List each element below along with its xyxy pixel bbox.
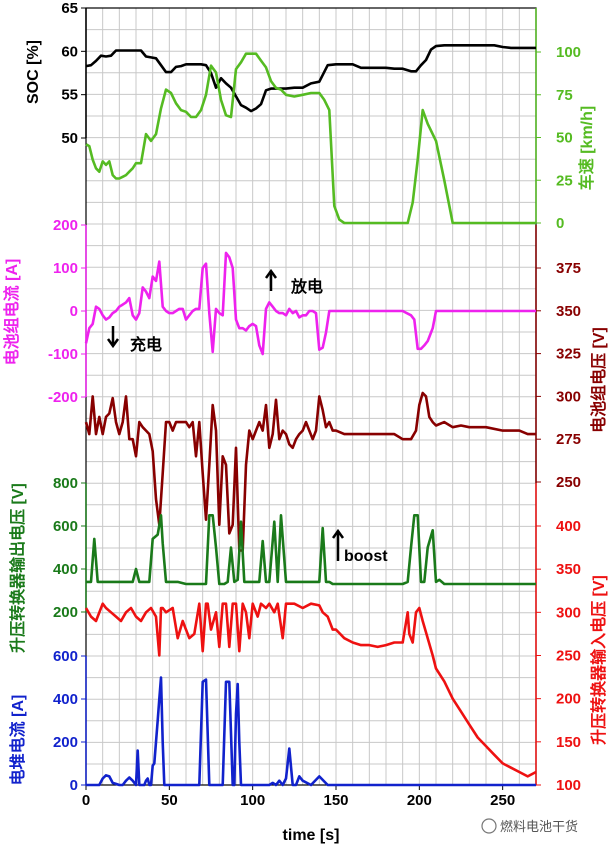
x-tick-label: 0	[82, 792, 90, 809]
charge-annotation: 充电	[106, 326, 162, 354]
right-tick-label: 325	[556, 346, 581, 363]
left-tick-label: 200	[53, 217, 78, 234]
left-tick-label: -100	[48, 346, 78, 363]
right-tick-label: 0	[556, 215, 564, 232]
x-tick-label: 100	[240, 792, 265, 809]
left-tick-label: 600	[53, 518, 78, 535]
x-tick-label: 200	[407, 792, 432, 809]
right-tick-label: 250	[556, 474, 581, 491]
series-lines	[84, 43, 537, 787]
soc-axis-label: SOC [%]	[25, 40, 42, 104]
right-tick-label: 100	[556, 44, 581, 61]
right-tick-label: 200	[556, 691, 581, 708]
right-tick-label: 100	[556, 777, 581, 794]
annotations: 放电 充电 boost	[106, 268, 388, 565]
watermark: 燃料电池干货	[481, 818, 578, 835]
down-arrow-icon	[106, 326, 120, 349]
right-tick-label: 300	[556, 604, 581, 621]
left-tick-label: 55	[61, 87, 78, 104]
series-line	[86, 513, 536, 586]
right-tick-label: 350	[556, 561, 581, 578]
left-tick-label: 800	[53, 475, 78, 492]
left-tick-label: 600	[53, 648, 78, 665]
series-line	[84, 391, 536, 552]
left-tick-label: 100	[53, 260, 78, 277]
right-tick-label: 75	[556, 87, 573, 104]
right-tick-label: 25	[556, 172, 573, 189]
series-line	[84, 602, 537, 778]
right-tick-label: 275	[556, 431, 581, 448]
x-tick-label: 50	[161, 792, 178, 809]
grid-lines	[85, 7, 537, 785]
speed-axis-label: 车速 [km/h]	[577, 106, 596, 190]
right-tick-label: 50	[556, 130, 573, 147]
right-tick-label: 400	[556, 518, 581, 535]
axis-labels: SOC [%] 车速 [km/h] 电池组电流 [A] 电池组电压 [V] 升压…	[2, 40, 608, 844]
battery-current-axis-label: 电池组电流 [A]	[2, 259, 21, 366]
x-tick-label: 250	[490, 792, 515, 809]
left-tick-label: -200	[48, 389, 78, 406]
up-arrow-icon	[264, 268, 278, 291]
right-tick-label: 300	[556, 388, 581, 405]
left-tick-label: 0	[70, 777, 78, 794]
left-tick-label: 400	[53, 691, 78, 708]
discharge-annotation: 放电	[264, 268, 323, 296]
left-tick-label: 400	[53, 561, 78, 578]
boost-annotation: boost	[331, 528, 388, 565]
boost-output-voltage-axis-label: 升压转换器输出电压 [V]	[8, 483, 27, 653]
up-arrow-icon	[331, 528, 345, 561]
x-axis-label: time [s]	[283, 827, 340, 844]
discharge-label: 放电	[290, 277, 323, 296]
watermark-logo-icon	[481, 818, 497, 834]
right-tick-label: 150	[556, 734, 581, 751]
left-tick-label: 65	[61, 0, 78, 17]
right-tick-label: 350	[556, 303, 581, 320]
left-tick-label: 200	[53, 734, 78, 751]
series-line	[85, 52, 536, 225]
series-line	[86, 676, 536, 787]
right-tick-label: 375	[556, 260, 581, 277]
boost-input-voltage-axis-label: 升压转换器输入电压 [V]	[589, 575, 608, 745]
left-tick-label: 60	[61, 43, 78, 60]
charge-label: 充电	[130, 335, 162, 354]
watermark-text: 燃料电池干货	[500, 819, 578, 835]
stack-current-axis-label: 电堆电流 [A]	[8, 695, 27, 786]
tick-labels: 0 50 100 150 200 250 50 55 60 65 0 25 50 75 100 -200 -10…	[48, 0, 581, 809]
series-line	[85, 43, 536, 113]
left-tick-label: 50	[61, 130, 78, 147]
battery-voltage-axis-label: 电池组电压 [V]	[589, 327, 608, 433]
x-tick-label: 150	[323, 792, 348, 809]
left-tick-label: 0	[70, 303, 78, 320]
right-tick-label: 250	[556, 648, 581, 665]
series-line	[84, 251, 536, 356]
left-tick-label: 200	[53, 604, 78, 621]
boost-label: boost	[344, 548, 388, 565]
